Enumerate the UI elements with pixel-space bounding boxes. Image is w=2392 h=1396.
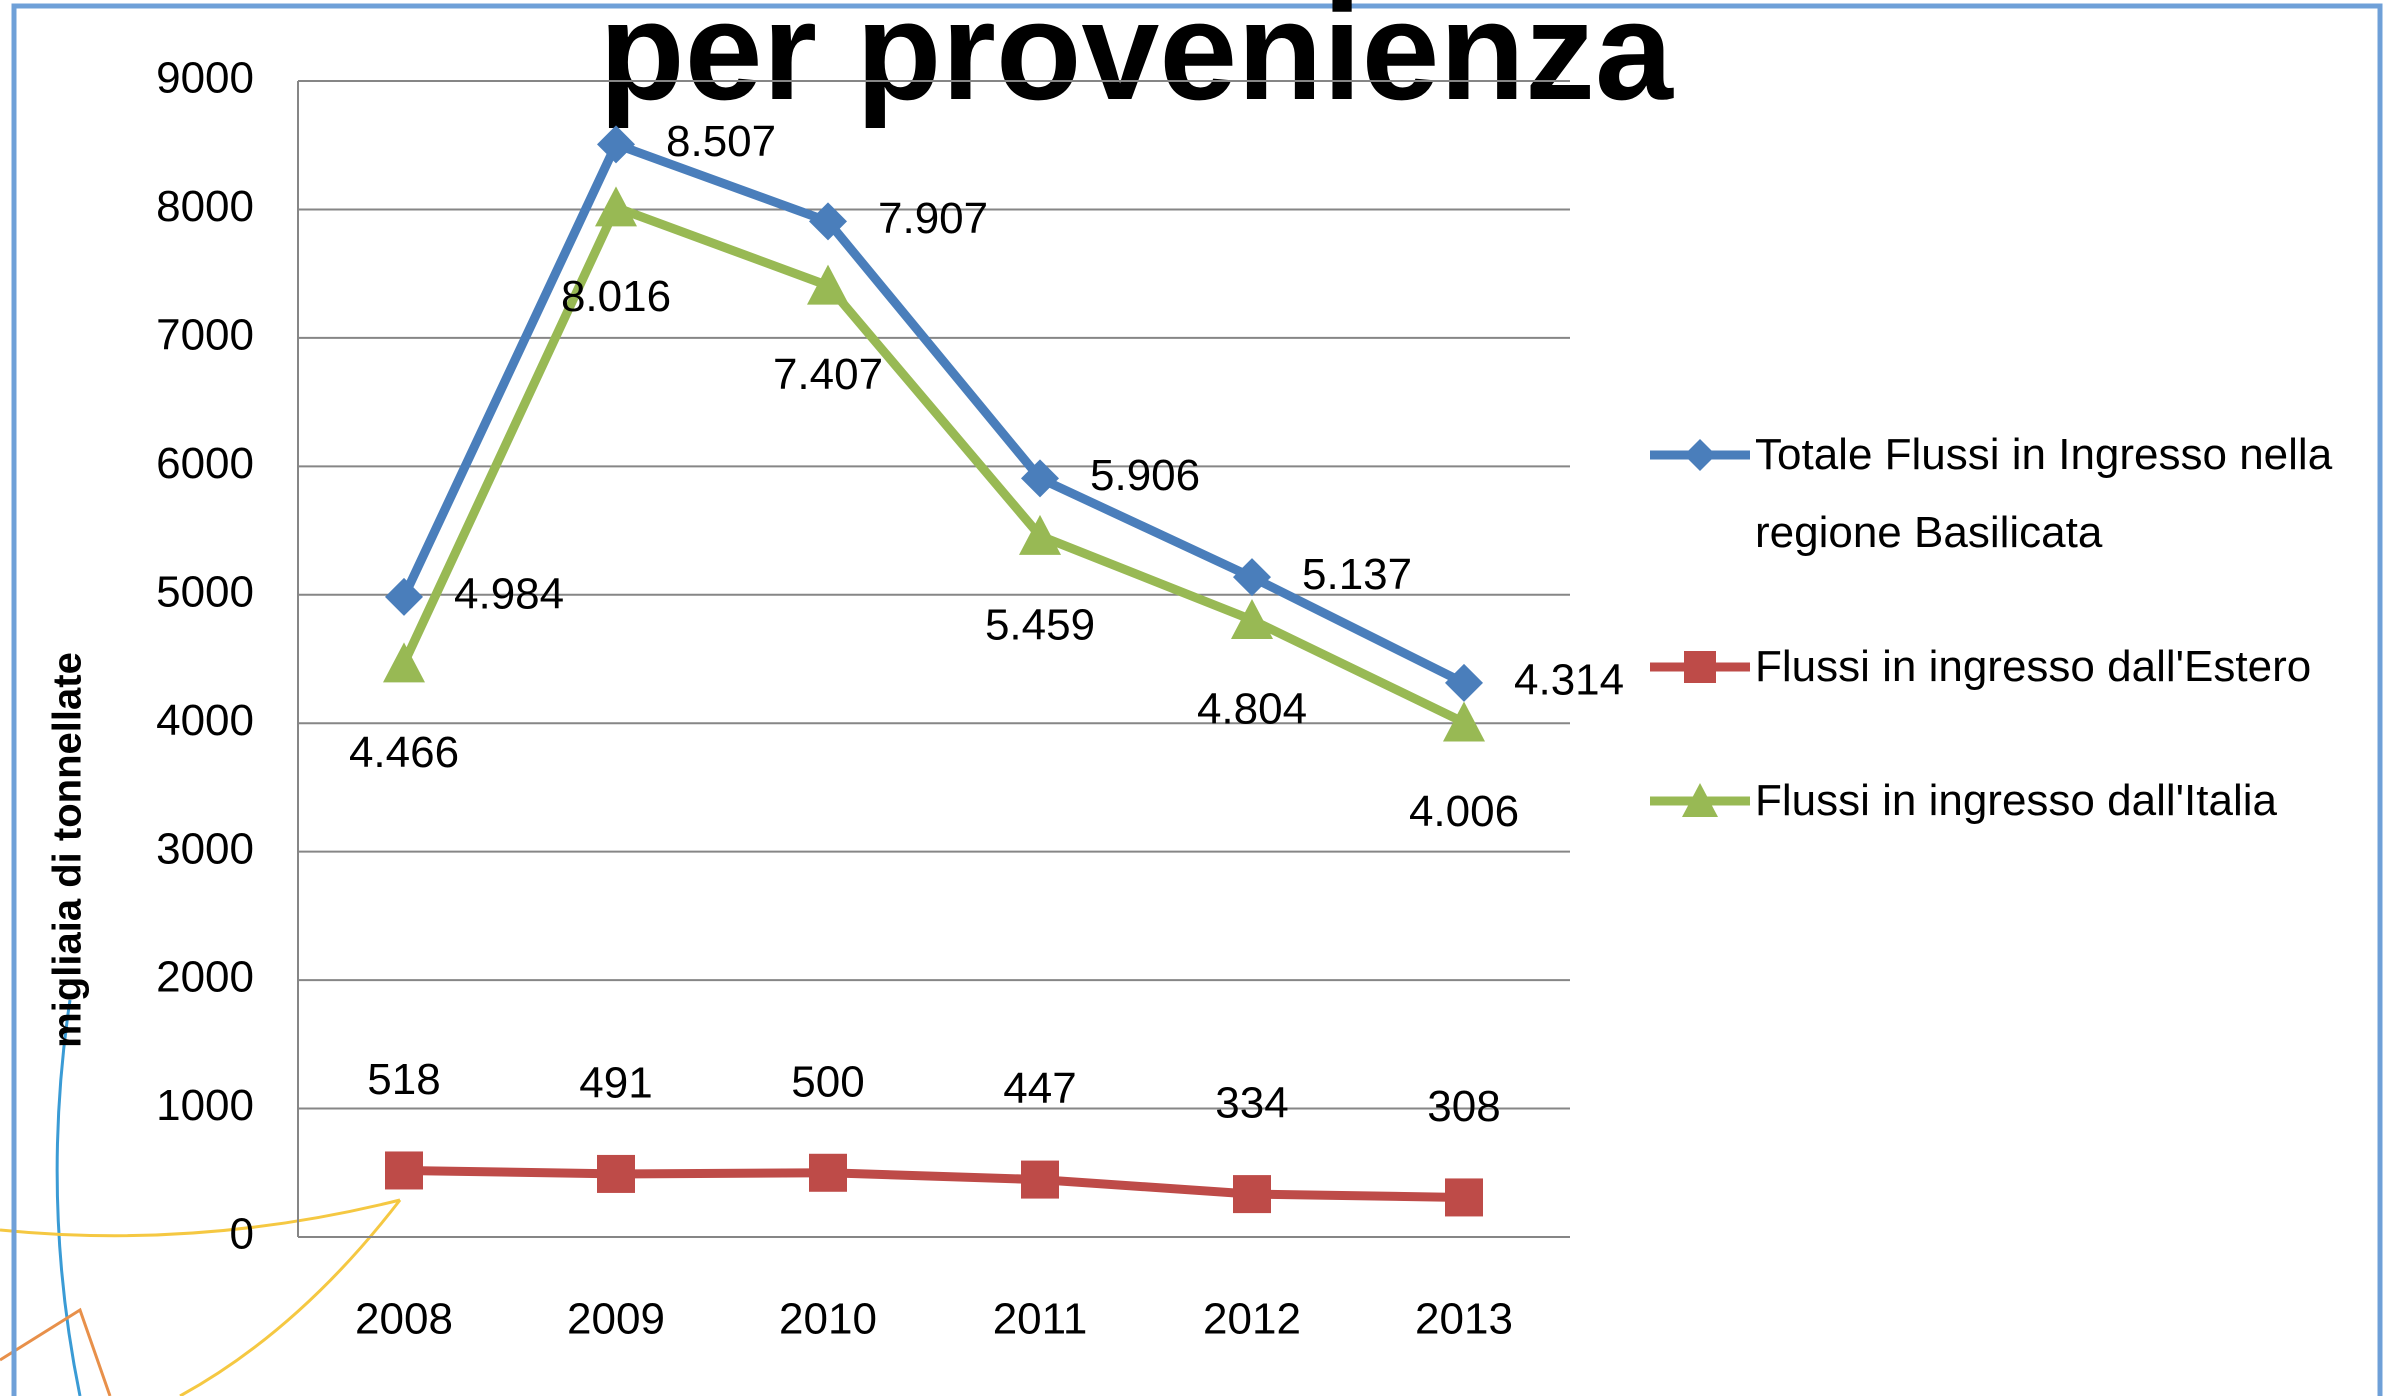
legend-label: Totale Flussi in Ingresso nella regione …: [1755, 430, 2333, 557]
data-label: 491: [579, 1059, 652, 1108]
data-label: 8.507: [666, 117, 776, 166]
legend-label: Flussi in ingresso dall'Estero: [1755, 642, 2312, 691]
chart-title: per provenienza: [599, 0, 1674, 129]
frame: [11, 3, 2383, 1396]
data-label: 4.984: [454, 569, 564, 618]
marker: [383, 642, 425, 683]
marker: [1684, 439, 1716, 471]
marker: [1231, 598, 1273, 639]
marker: [597, 125, 635, 164]
x-tick-label: 2009: [567, 1295, 665, 1344]
legend-icon: [1650, 783, 1750, 817]
legend: Totale Flussi in Ingresso nella regione …: [1645, 430, 2345, 910]
marker: [597, 1154, 635, 1193]
marker: [809, 202, 847, 241]
marker: [807, 264, 849, 305]
marker: [595, 186, 637, 227]
series-line: [399, 139, 1467, 687]
marker: [385, 1151, 423, 1190]
marker: [1233, 558, 1271, 597]
decoration: [0, 1307, 112, 1396]
marker: [1233, 1175, 1271, 1214]
y-tick-label: 8000: [156, 182, 254, 231]
data-label: 7.907: [878, 194, 988, 243]
x-tick-label: 2012: [1203, 1295, 1301, 1344]
decoration: [55, 999, 82, 1396]
marker: [1021, 459, 1059, 498]
data-label: 5.906: [1090, 451, 1200, 500]
data-label: 4.804: [1197, 685, 1307, 734]
marker: [809, 1153, 847, 1192]
series-line: [399, 202, 1466, 727]
data-label: 334: [1215, 1079, 1288, 1128]
series-line: [403, 1165, 1465, 1202]
x-tick-label: 2008: [355, 1295, 453, 1344]
data-label: 4.466: [349, 728, 459, 777]
x-tick-label: 2013: [1415, 1295, 1513, 1344]
marker: [1682, 783, 1718, 817]
data-label: 8.016: [561, 272, 671, 321]
legend-icon: [1650, 439, 1750, 471]
legend-item: Totale Flussi in Ingresso nella regione …: [1645, 430, 2345, 572]
data-label: 7.407: [773, 350, 883, 399]
data-label: 4.314: [1514, 656, 1624, 705]
data-label: 4.006: [1409, 787, 1519, 836]
marker: [1684, 651, 1716, 683]
decoration: [0, 1198, 401, 1238]
marker: [1445, 663, 1483, 702]
legend-item: Flussi in ingresso dall'Estero: [1645, 642, 2345, 706]
data-label: 447: [1003, 1064, 1076, 1113]
x-tick-label: 2011: [993, 1295, 1088, 1344]
x-tick-label: 2010: [779, 1295, 877, 1344]
y-tick-label: 7000: [156, 311, 254, 360]
y-tick-label: 4000: [156, 696, 254, 745]
data-label: 5.459: [985, 600, 1095, 649]
data-label: 518: [367, 1055, 440, 1104]
data-label: 500: [791, 1057, 864, 1106]
y-tick-label: 2000: [156, 953, 254, 1002]
y-tick-label: 3000: [156, 824, 254, 873]
marker: [1443, 701, 1485, 742]
decoration: [179, 1199, 402, 1396]
y-tick-label: 9000: [156, 54, 254, 103]
data-label: 5.137: [1302, 550, 1412, 599]
data-label: 308: [1427, 1082, 1500, 1131]
legend-item: Flussi in ingresso dall'Italia: [1645, 776, 2345, 840]
y-tick-label: 6000: [156, 439, 254, 488]
marker: [1019, 514, 1061, 555]
y-tick-label: 1000: [156, 1081, 254, 1130]
legend-icon: [1650, 651, 1750, 683]
y-tick-label: 0: [230, 1210, 254, 1259]
marker: [385, 577, 423, 616]
marker: [1021, 1160, 1059, 1199]
y-tick-label: 5000: [156, 567, 254, 616]
y-axis-label: migliaia di tonnellate: [46, 652, 90, 1048]
legend-label: Flussi in ingresso dall'Italia: [1755, 776, 2277, 825]
marker: [1445, 1178, 1483, 1217]
